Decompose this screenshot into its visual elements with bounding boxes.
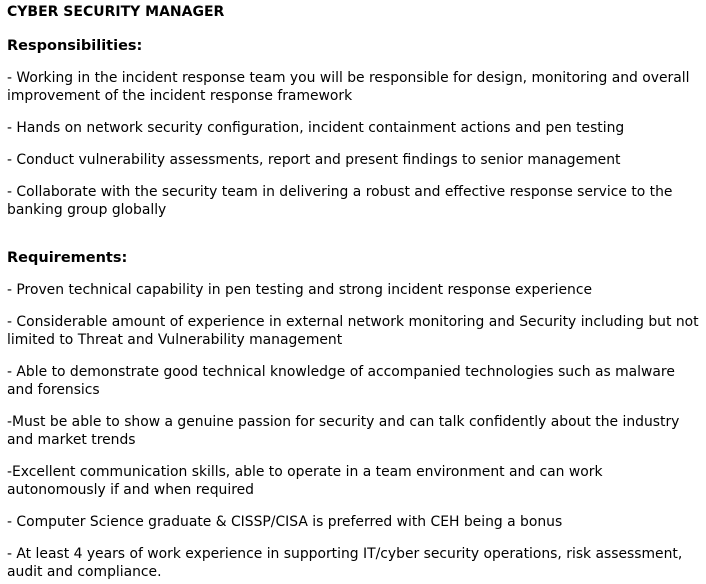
list-item: - Able to demonstrate good technical kno…	[7, 364, 675, 398]
list-item: -Excellent communication skills, able to…	[7, 464, 603, 498]
list-item: - Hands on network security configuratio…	[7, 120, 625, 136]
list-item: - Computer Science graduate & CISSP/CISA…	[7, 514, 563, 530]
requirements-heading: Requirements:	[7, 250, 128, 266]
responsibilities-list: - Working in the incident response team …	[7, 69, 703, 219]
list-item: - Proven technical capability in pen tes…	[7, 282, 593, 298]
list-item: - At least 4 years of work experience in…	[7, 546, 683, 580]
job-title: CYBER SECURITY MANAGER	[7, 4, 225, 20]
list-item: -Must be able to show a genuine passion …	[7, 414, 680, 448]
list-item: - Working in the incident response team …	[7, 70, 690, 104]
responsibilities-heading: Responsibilities:	[7, 38, 143, 54]
requirements-list: - Proven technical capability in pen tes…	[7, 281, 703, 581]
list-item: - Considerable amount of experience in e…	[7, 314, 699, 348]
list-item: - Conduct vulnerability assessments, rep…	[7, 152, 621, 168]
list-item: - Collaborate with the security team in …	[7, 184, 673, 218]
